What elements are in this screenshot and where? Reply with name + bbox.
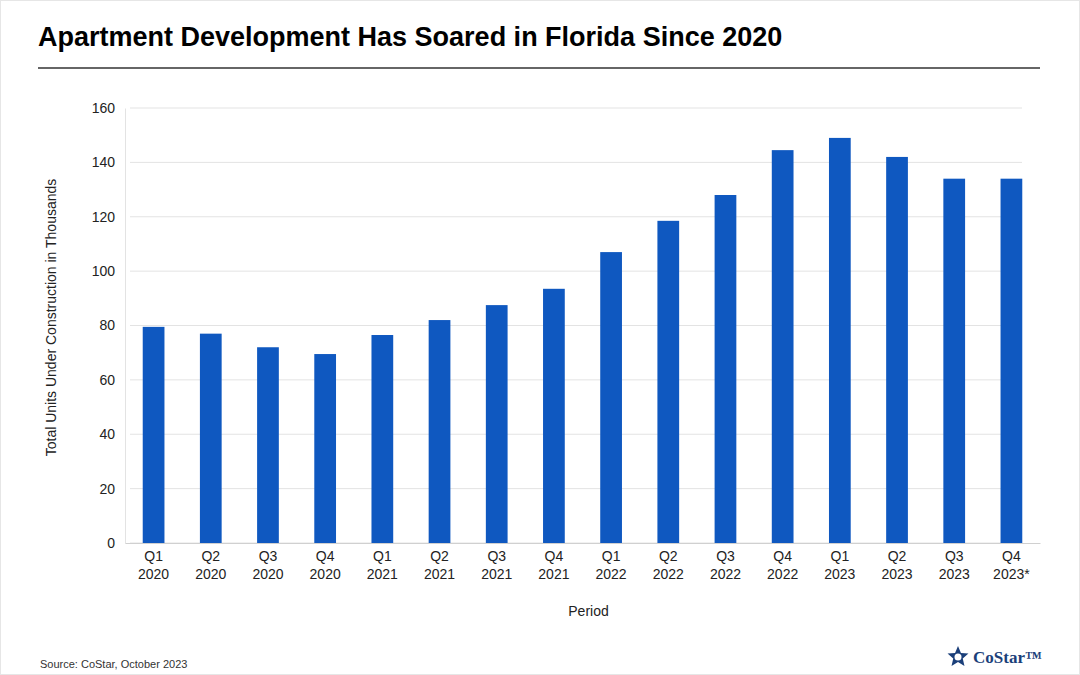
x-tick-label: Q42021 xyxy=(538,548,569,582)
chart: Apartment Development Has Soared in Flor… xyxy=(0,0,1080,675)
bar xyxy=(600,252,622,543)
x-tick-label: Q12020 xyxy=(138,548,169,582)
y-tick-label: 140 xyxy=(92,154,116,170)
y-tick: 100 xyxy=(92,263,125,279)
y-tick: 0 xyxy=(107,535,125,551)
x-tick-label: Q42020 xyxy=(310,548,341,582)
x-tick: Q32021 xyxy=(481,543,512,582)
x-tick: Q22021 xyxy=(424,543,455,582)
source: Source: CoStar, October 2023 xyxy=(40,658,187,670)
bar xyxy=(314,354,336,543)
y-tick-label: 160 xyxy=(92,100,116,116)
x-tick: Q32023 xyxy=(939,543,970,582)
x-tick-label: Q42022 xyxy=(767,548,798,582)
bar xyxy=(429,320,451,543)
y-tick-label: 0 xyxy=(107,535,115,551)
bar xyxy=(543,289,565,543)
bar xyxy=(772,150,794,543)
y-tick: 140 xyxy=(92,154,125,170)
y-tick: 80 xyxy=(99,317,125,333)
y-tick-label: 20 xyxy=(99,481,115,497)
bar xyxy=(371,335,393,543)
x-tick-label: Q32020 xyxy=(252,548,283,582)
x-tick-label: Q12021 xyxy=(367,548,398,582)
y-tick: 120 xyxy=(92,209,125,225)
bar xyxy=(143,327,165,543)
bar xyxy=(829,138,851,543)
x-tick: Q42022 xyxy=(767,543,798,582)
x-tick: Q32022 xyxy=(710,543,741,582)
bar xyxy=(943,179,965,543)
y-tick-label: 40 xyxy=(99,426,115,442)
y-tick-label: 60 xyxy=(99,372,115,388)
bar xyxy=(886,157,908,543)
x-tick-label: Q32023 xyxy=(939,548,970,582)
grid xyxy=(130,108,1022,543)
frame xyxy=(1,1,1080,675)
title: Apartment Development Has Soared in Flor… xyxy=(38,22,782,52)
grid-line xyxy=(130,108,1022,109)
title-rule xyxy=(38,67,1040,69)
x-axis-title: Period xyxy=(568,603,608,619)
bar xyxy=(257,347,279,543)
x-tick: Q22023 xyxy=(881,543,912,582)
y-tick: 160 xyxy=(92,100,125,116)
bar xyxy=(200,334,222,543)
y-tick-label: 100 xyxy=(92,263,116,279)
x-tick: Q12023 xyxy=(824,543,855,582)
brand-text: CoStar™ xyxy=(973,648,1042,667)
x-tick: Q12020 xyxy=(138,543,169,582)
y-axis-line xyxy=(125,109,126,544)
y-axis: 0 20 40 60 80 100 120 140 160 xyxy=(92,100,126,551)
y-tick-label: 80 xyxy=(99,317,115,333)
brand-logo: CoStar™ xyxy=(948,646,1042,667)
x-tick: Q12022 xyxy=(596,543,627,582)
x-tick: Q32020 xyxy=(252,543,283,582)
bars xyxy=(143,138,1023,543)
y-tick: 60 xyxy=(99,372,125,388)
x-axis: Q12020 Q22020 Q32020 Q42020 Q12021 Q22021 Q320… xyxy=(126,543,1041,582)
x-tick: Q42021 xyxy=(538,543,569,582)
bar xyxy=(486,305,508,543)
x-tick-label: Q22023 xyxy=(881,548,912,582)
x-tick: Q22020 xyxy=(195,543,226,582)
x-tick: Q42020 xyxy=(310,543,341,582)
brand-icon xyxy=(948,646,969,666)
x-tick-label: Q22020 xyxy=(195,548,226,582)
x-tick: Q42023* xyxy=(993,543,1030,582)
x-tick-label: Q42023* xyxy=(993,548,1030,582)
y-tick-label: 120 xyxy=(92,209,116,225)
x-tick: Q22022 xyxy=(653,543,684,582)
x-tick-label: Q22021 xyxy=(424,548,455,582)
x-tick-label: Q12023 xyxy=(824,548,855,582)
y-tick: 20 xyxy=(99,481,125,497)
bar xyxy=(715,195,737,543)
x-tick-label: Q12022 xyxy=(596,548,627,582)
x-tick: Q12021 xyxy=(367,543,398,582)
bar xyxy=(657,221,679,543)
x-axis-line xyxy=(126,543,1041,544)
x-tick-label: Q32021 xyxy=(481,548,512,582)
brand-icon-center xyxy=(955,654,962,661)
y-axis-title: Total Units Under Construction in Thousa… xyxy=(43,179,59,457)
x-tick-label: Q22022 xyxy=(653,548,684,582)
bar xyxy=(1001,179,1023,543)
x-tick-label: Q32022 xyxy=(710,548,741,582)
y-tick: 40 xyxy=(99,426,125,442)
